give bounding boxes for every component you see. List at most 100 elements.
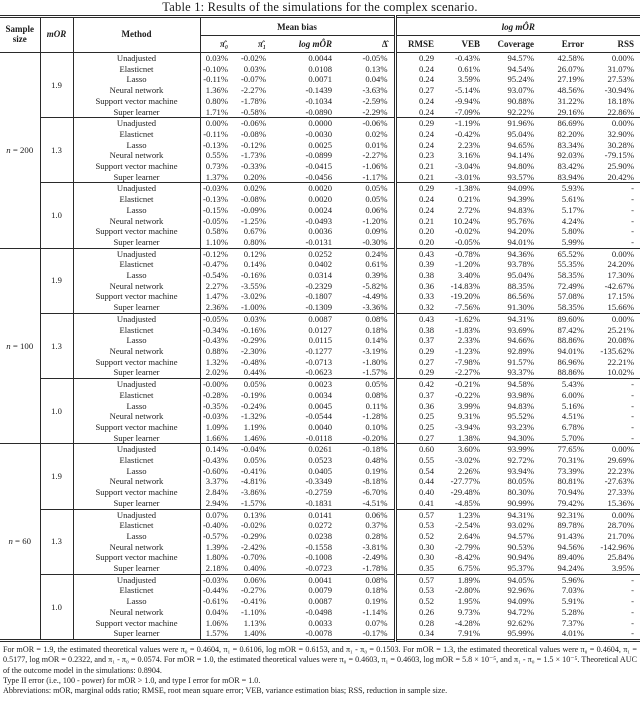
value-cell: 90.53% — [507, 541, 535, 552]
value-cell: -0.20% — [362, 432, 388, 443]
table-row: Super learner 1.71% -0.58% -0.0890 -2.29% 0.2… — [0, 106, 640, 118]
value-cell: 90.99% — [507, 497, 535, 508]
value-cell: -1.17% — [362, 171, 388, 182]
mor-value: 1.0 — [40, 573, 74, 641]
value-cell: 0.0041 — [272, 573, 338, 586]
value-cell: 0.14% — [365, 335, 388, 346]
table-row: Super learner 2.02% 0.44% -0.0623 -1.57% 0.29… — [0, 367, 640, 379]
method-name: Neural network — [73, 345, 201, 357]
value-cell: -0.70% — [240, 552, 266, 563]
table-row: Lasso -0.13% -0.12% 0.0025 0.01% 0.24 2.23% 94.… — [0, 139, 640, 151]
value-cell: -0.12% — [240, 139, 266, 150]
table-row: Lasso -0.61% -0.41% 0.0087 0.19% 0.52 1.95% 94.… — [0, 596, 640, 607]
value-cell: 1.57% — [205, 628, 228, 639]
value-cell: 0.0272 — [308, 520, 332, 531]
value-cell: 1.39% — [205, 541, 228, 552]
value-cell: 29.69% — [607, 455, 635, 466]
value-cell: 0.00% — [611, 53, 635, 63]
value-cell: 0.40 — [393, 487, 441, 498]
value-cell: 3.95% — [611, 563, 635, 574]
value-cell: 0.32 — [393, 302, 441, 314]
value-cell: 0.40% — [243, 563, 266, 574]
value-cell: -0.47% — [202, 259, 228, 270]
table-row: Support vector machine 1.09% 1.19% 0.0040 0.… — [0, 421, 640, 433]
value-cell: 0.04% — [365, 74, 388, 85]
value-cell: 3.60% — [440, 443, 487, 456]
value-cell: 0.57 — [393, 573, 441, 586]
value-cell: 0.41 — [393, 497, 441, 510]
value-cell: 94.65% — [507, 139, 535, 150]
value-cell: 17.30% — [607, 270, 635, 281]
value-cell: 77.65% — [540, 443, 591, 456]
value-cell: 3.59% — [457, 74, 481, 85]
value-cell: 0.08% — [365, 389, 388, 400]
value-cell: 0.25 — [393, 421, 441, 433]
table-body: n = 200 1.9 Unadjusted 0.03% -0.02% 0.0044 -0.… — [0, 52, 640, 641]
value-cell: -0.06% — [234, 117, 272, 129]
method-name: Unadjusted — [73, 117, 201, 129]
value-cell: 0.0314 — [308, 270, 332, 281]
value-cell: 4.24% — [561, 215, 585, 226]
mor-value: 1.9 — [40, 52, 74, 118]
value-cell: -0.22% — [454, 389, 481, 400]
value-cell: -3.81% — [362, 541, 388, 552]
method-name: Lasso — [73, 270, 201, 281]
value-cell: 2.94% — [205, 497, 228, 508]
value-cell: 94.14% — [507, 150, 535, 161]
value-cell: 27.19% — [557, 74, 585, 85]
value-cell: -0.1439 — [305, 85, 333, 96]
table-row: Elasticnet -0.13% -0.08% 0.0020 0.05% 0.24 0.2… — [0, 194, 640, 205]
value-cell: -3.86% — [240, 487, 266, 498]
value-cell: -0.1008 — [305, 552, 333, 563]
value-cell: -3.63% — [362, 85, 388, 96]
value-cell: -0.29% — [240, 530, 266, 541]
value-cell: -1.57% — [240, 497, 266, 508]
value-cell: 25.90% — [607, 161, 635, 172]
value-cell: -0.61% — [202, 596, 228, 607]
value-cell: -0.09% — [240, 204, 266, 215]
value-cell: -30.94% — [604, 85, 635, 96]
value-cell: 0.20 — [393, 236, 441, 249]
value-cell: -0.11% — [203, 128, 228, 139]
value-cell: -0.0544 — [305, 411, 333, 422]
value-cell: -3.19% — [362, 345, 388, 356]
table-row: Lasso -0.60% -0.41% 0.0405 0.19% 0.54 2.26% 93.… — [0, 465, 640, 477]
method-name: Elasticnet — [73, 324, 201, 336]
value-cell: -1.62% — [440, 312, 487, 325]
footnote-theoretical-values: For mOR = 1.9, the estimated theoretical… — [3, 644, 637, 675]
method-name: Unadjusted — [73, 52, 201, 64]
header-rmse: RMSE — [393, 35, 441, 53]
value-cell: -1.06% — [362, 161, 388, 172]
value-cell: 0.34 — [393, 628, 441, 641]
value-cell: 22.23% — [607, 465, 635, 476]
mor-value: 1.3 — [40, 312, 74, 379]
method-name: Support vector machine — [73, 291, 201, 303]
value-cell: 0.13% — [234, 508, 272, 521]
method-name: Lasso — [73, 204, 201, 216]
method-name: Support vector machine — [73, 552, 201, 564]
method-name: Support vector machine — [73, 226, 201, 237]
value-cell: 0.0252 — [272, 247, 338, 260]
table-row: Lasso -0.35% -0.24% 0.0045 0.11% 0.36 3.99% 94.… — [0, 400, 640, 412]
value-cell: 93.99% — [486, 443, 541, 456]
method-name: Unadjusted — [73, 378, 201, 390]
value-cell: 0.25 — [393, 411, 441, 422]
value-cell: -0.05% — [362, 53, 388, 63]
value-cell: 0.12% — [234, 247, 272, 260]
value-cell: 5.17% — [561, 204, 585, 215]
value-cell: 1.40% — [243, 628, 266, 639]
value-cell: 29.16% — [557, 106, 585, 117]
value-cell: 0.30 — [393, 541, 441, 553]
value-cell: 9.73% — [457, 606, 481, 617]
header-pi0: π̂₀ — [200, 35, 234, 53]
value-cell: 30.28% — [607, 139, 635, 150]
value-cell: 0.02% — [365, 128, 388, 139]
table-row: Neural network 0.55% -1.73% -0.0899 -2.27% 0.… — [0, 150, 640, 162]
value-cell: 0.0402 — [308, 259, 332, 270]
value-cell: 0.0024 — [308, 204, 332, 215]
value-cell: 10.24% — [453, 215, 481, 226]
value-cell: -0.1831 — [305, 497, 333, 508]
table-row: Support vector machine 2.84% -3.86% -0.2759… — [0, 487, 640, 498]
value-cell: -0.54% — [202, 270, 228, 281]
value-cell: 92.31% — [540, 508, 591, 521]
